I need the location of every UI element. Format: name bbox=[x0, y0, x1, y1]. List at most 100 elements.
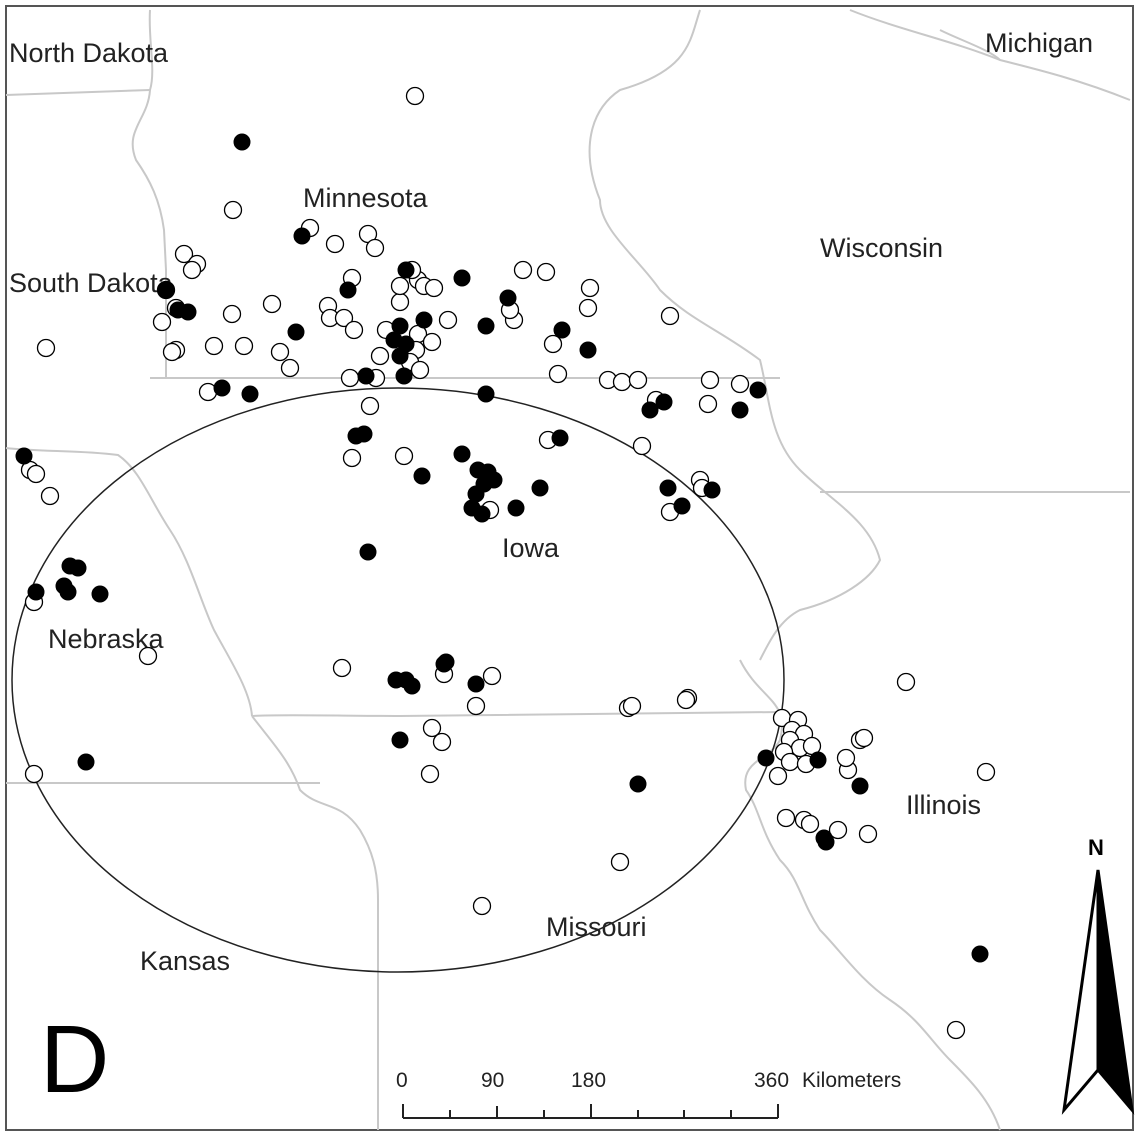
open-site-marker bbox=[536, 262, 556, 282]
open-site-marker bbox=[482, 666, 502, 686]
filled-site-marker bbox=[339, 281, 357, 299]
filled-site-marker bbox=[579, 341, 597, 359]
filled-site-marker bbox=[971, 945, 989, 963]
filled-site-marker bbox=[467, 675, 485, 693]
filled-site-marker bbox=[391, 731, 409, 749]
open-site-marker bbox=[424, 278, 444, 298]
open-site-marker bbox=[405, 86, 425, 106]
filled-site-marker bbox=[659, 479, 677, 497]
filled-site-marker bbox=[673, 497, 691, 515]
open-site-marker bbox=[578, 298, 598, 318]
filled-site-marker bbox=[817, 833, 835, 851]
open-site-marker bbox=[896, 672, 916, 692]
filled-site-marker bbox=[553, 321, 571, 339]
open-site-marker bbox=[466, 696, 486, 716]
open-site-marker bbox=[332, 658, 352, 678]
filled-site-marker bbox=[293, 227, 311, 245]
scale-tick-180: 180 bbox=[571, 1069, 606, 1092]
filled-site-marker bbox=[477, 385, 495, 403]
open-site-marker bbox=[580, 278, 600, 298]
filled-site-marker bbox=[27, 583, 45, 601]
open-site-marker bbox=[432, 732, 452, 752]
filled-site-marker bbox=[435, 655, 453, 673]
open-site-marker bbox=[390, 292, 410, 312]
open-site-marker bbox=[472, 896, 492, 916]
filled-site-marker bbox=[499, 289, 517, 307]
filled-site-marker bbox=[403, 677, 421, 695]
open-site-marker bbox=[280, 358, 300, 378]
filled-site-marker bbox=[641, 401, 659, 419]
open-site-marker bbox=[340, 368, 360, 388]
open-site-marker bbox=[676, 690, 696, 710]
open-site-marker bbox=[612, 372, 632, 392]
filled-site-marker bbox=[485, 471, 503, 489]
open-site-marker bbox=[390, 276, 410, 296]
open-site-marker bbox=[422, 718, 442, 738]
open-site-marker bbox=[234, 336, 254, 356]
filled-site-marker bbox=[415, 311, 433, 329]
filled-site-marker bbox=[477, 317, 495, 335]
state-label-north-dakota: North Dakota bbox=[9, 38, 169, 68]
filled-site-marker bbox=[453, 445, 471, 463]
open-site-marker bbox=[610, 852, 630, 872]
filled-site-marker bbox=[851, 777, 869, 795]
state-label-minnesota: Minnesota bbox=[303, 183, 429, 213]
open-site-marker bbox=[622, 696, 642, 716]
filled-site-marker bbox=[391, 347, 409, 365]
open-site-marker bbox=[365, 238, 385, 258]
open-site-marker bbox=[730, 374, 750, 394]
filled-site-marker bbox=[629, 775, 647, 793]
state-label-south-dakota: South Dakota bbox=[9, 268, 174, 298]
north-arrow: N bbox=[1061, 835, 1135, 1115]
scale-bar: 0 90 180 360 Kilometers bbox=[396, 1069, 901, 1119]
filled-site-marker bbox=[357, 367, 375, 385]
filled-site-marker bbox=[59, 583, 77, 601]
state-label-kansas: Kansas bbox=[140, 946, 230, 976]
filled-site-marker bbox=[69, 559, 87, 577]
filled-site-markers bbox=[15, 133, 989, 963]
open-site-marker bbox=[946, 1020, 966, 1040]
open-site-marker bbox=[36, 338, 56, 358]
open-site-marker bbox=[182, 260, 202, 280]
open-site-marker bbox=[204, 336, 224, 356]
scale-tick-0: 0 bbox=[396, 1069, 408, 1092]
open-site-marker bbox=[828, 820, 848, 840]
filled-site-marker bbox=[77, 753, 95, 771]
filled-site-marker bbox=[179, 303, 197, 321]
filled-site-marker bbox=[731, 401, 749, 419]
filled-site-marker bbox=[233, 133, 251, 151]
north-arrow-right-icon bbox=[1096, 869, 1135, 1115]
open-site-marker bbox=[976, 762, 996, 782]
filled-site-marker bbox=[551, 429, 569, 447]
open-site-marker bbox=[325, 234, 345, 254]
filled-site-marker bbox=[703, 481, 721, 499]
filled-site-marker bbox=[287, 323, 305, 341]
open-site-marker bbox=[344, 320, 364, 340]
open-site-marker bbox=[152, 312, 172, 332]
state-borders bbox=[5, 9, 1131, 1131]
filled-site-marker bbox=[531, 479, 549, 497]
open-site-marker bbox=[270, 342, 290, 362]
filled-site-marker bbox=[413, 467, 431, 485]
open-site-marker bbox=[854, 728, 874, 748]
scale-unit: Kilometers bbox=[802, 1069, 901, 1092]
state-label-illinois: Illinois bbox=[906, 790, 981, 820]
open-site-marker bbox=[420, 764, 440, 784]
open-site-marker bbox=[24, 764, 44, 784]
filled-site-marker bbox=[213, 379, 231, 397]
open-site-marker bbox=[768, 766, 788, 786]
open-site-marker bbox=[422, 332, 442, 352]
open-site-marker bbox=[438, 310, 458, 330]
open-site-marker bbox=[513, 260, 533, 280]
open-site-marker bbox=[138, 646, 158, 666]
open-site-marker bbox=[800, 814, 820, 834]
open-site-marker bbox=[26, 464, 46, 484]
open-site-marker bbox=[262, 294, 282, 314]
open-site-marker bbox=[628, 370, 648, 390]
filled-site-marker bbox=[453, 269, 471, 287]
open-site-marker bbox=[40, 486, 60, 506]
open-site-marker bbox=[780, 752, 800, 772]
filled-site-marker bbox=[655, 393, 673, 411]
filled-site-marker bbox=[91, 585, 109, 603]
